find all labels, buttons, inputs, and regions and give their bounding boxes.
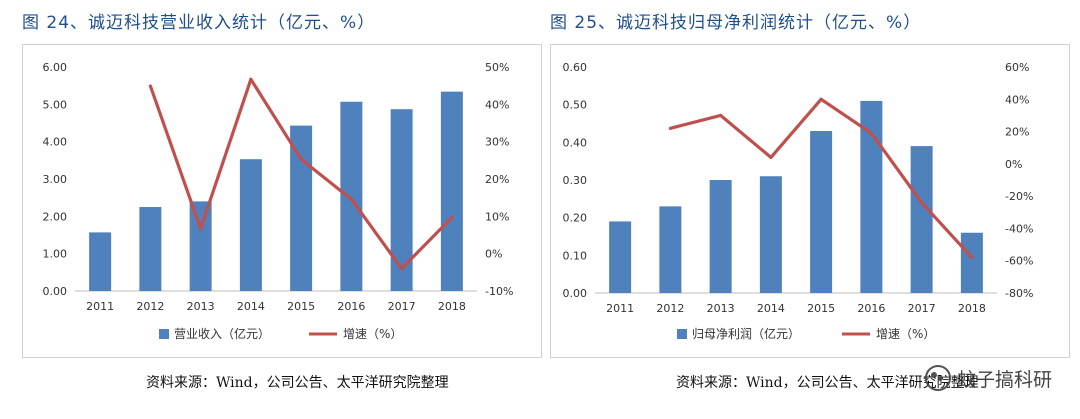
x-tick-label: 2011 [86, 300, 114, 313]
y-right-tick-label: 30% [485, 136, 509, 149]
x-tick-label: 2016 [857, 302, 885, 315]
legend-bar-swatch [677, 329, 687, 339]
bar [709, 180, 732, 293]
y-left-tick-label: 5.00 [43, 98, 68, 111]
growth-point [869, 131, 873, 135]
y-left-tick-label: 0.00 [563, 287, 588, 300]
right-source-note: 资料来源：Wind，公司公告、太平洋研究院整理 [676, 375, 979, 391]
y-left-tick-label: 0.40 [563, 136, 588, 149]
x-tick-label: 2016 [337, 300, 365, 313]
x-tick-label: 2013 [707, 302, 735, 315]
bar [340, 101, 363, 291]
legend-bar-label: 归母净利润（亿元） [692, 326, 800, 341]
growth-point [450, 215, 454, 220]
x-tick-label: 2011 [606, 302, 634, 315]
growth-point [970, 255, 974, 260]
right-chart-title: 图 25、诚迈科技归母净利润统计（亿元、%） [550, 13, 922, 33]
growth-point [299, 157, 303, 161]
left-chart-frame: 0.00 1.00 2.00 3.00 4.00 5.00 6.00 -10% 0% 10% 20%… [22, 44, 542, 358]
x-tick-label: 2018 [438, 300, 466, 313]
y-left-tick-label: 0.00 [43, 285, 68, 298]
x-tick-label: 2014 [757, 302, 785, 315]
bar [759, 176, 782, 293]
y-left-tick-label: 1.00 [43, 248, 68, 261]
y-left-tick-label: 0.10 [563, 249, 588, 262]
y-right-tick-label: 10% [485, 210, 509, 223]
legend-line-label: 增速（%） [876, 327, 935, 341]
growth-point [148, 84, 152, 88]
left-source-note: 资料来源：Wind，公司公告、太平洋研究院整理 [146, 375, 449, 391]
bar [239, 159, 262, 291]
legend-bar-swatch [159, 329, 169, 339]
x-tick-label: 2013 [187, 300, 215, 313]
y-right-tick-label: 60% [1005, 61, 1029, 74]
bar [659, 206, 682, 293]
y-left-tick-label: 4.00 [43, 136, 68, 149]
bar [440, 91, 463, 291]
bar [810, 131, 833, 293]
y-right-tick-label: -10% [485, 285, 513, 298]
y-right-tick-label: -20% [1005, 190, 1033, 203]
bar [860, 100, 883, 294]
y-left-tick-label: 6.00 [43, 61, 68, 74]
left-chart-title: 图 24、诚迈科技营业收入统计（亿元、%） [22, 13, 376, 33]
bar [290, 125, 313, 291]
growth-point [819, 97, 823, 101]
y-right-tick-label: 0% [1005, 158, 1022, 171]
x-tick-label: 2015 [287, 300, 315, 313]
right-chart-frame: 0.00 0.10 0.20 0.30 0.40 0.50 0.60 -80% -60% -40%… [550, 44, 1070, 358]
y-right-tick-label: -60% [1005, 255, 1033, 268]
y-left-tick-label: 0.50 [563, 99, 588, 112]
y-left-tick-label: 3.00 [43, 173, 68, 186]
growth-point [769, 155, 773, 159]
growth-point [249, 77, 253, 81]
x-tick-label: 2017 [388, 300, 416, 313]
bar [390, 109, 413, 291]
y-right-tick-label: 40% [1005, 93, 1029, 106]
x-tick-label: 2014 [237, 300, 265, 313]
legend-bar-label: 营业收入（亿元） [174, 326, 270, 341]
y-left-tick-label: 0.20 [563, 212, 588, 225]
y-left-tick-label: 0.60 [563, 61, 588, 74]
y-right-tick-label: -40% [1005, 222, 1033, 235]
y-right-tick-label: 40% [485, 98, 509, 111]
legend-line-label: 增速（%） [343, 327, 402, 341]
growth-point [920, 201, 924, 205]
watermark: 蚊子搞科研 [924, 365, 1052, 392]
y-left-tick-label: 2.00 [43, 210, 68, 223]
bar [189, 201, 212, 291]
bar [139, 207, 162, 291]
x-tick-label: 2018 [958, 302, 986, 315]
y-right-tick-label: 20% [1005, 126, 1029, 139]
x-tick-label: 2012 [656, 302, 684, 315]
bar [960, 232, 983, 293]
growth-point [199, 227, 203, 231]
growth-point [719, 113, 723, 118]
wechat-icon [924, 365, 951, 391]
y-right-tick-label: 50% [485, 61, 509, 74]
growth-point [668, 126, 672, 130]
bar [89, 232, 112, 291]
watermark-text: 蚊子搞科研 [956, 369, 1052, 391]
x-tick-label: 2017 [908, 302, 936, 315]
growth-point [349, 197, 353, 201]
y-right-tick-label: -80% [1005, 287, 1033, 300]
net-profit-chart: 0.00 0.10 0.20 0.30 0.40 0.50 0.60 -80% -60% -40%… [563, 61, 1034, 341]
y-right-tick-label: 0% [485, 248, 502, 261]
growth-point [400, 267, 404, 271]
y-right-tick-label: 20% [485, 173, 509, 186]
y-left-tick-label: 0.30 [563, 174, 588, 187]
bar [609, 221, 632, 293]
revenue-chart: 0.00 1.00 2.00 3.00 4.00 5.00 6.00 -10% 0% 10% 20%… [43, 61, 514, 341]
bar [910, 146, 933, 293]
x-tick-label: 2015 [807, 302, 835, 315]
x-tick-label: 2012 [136, 300, 164, 313]
